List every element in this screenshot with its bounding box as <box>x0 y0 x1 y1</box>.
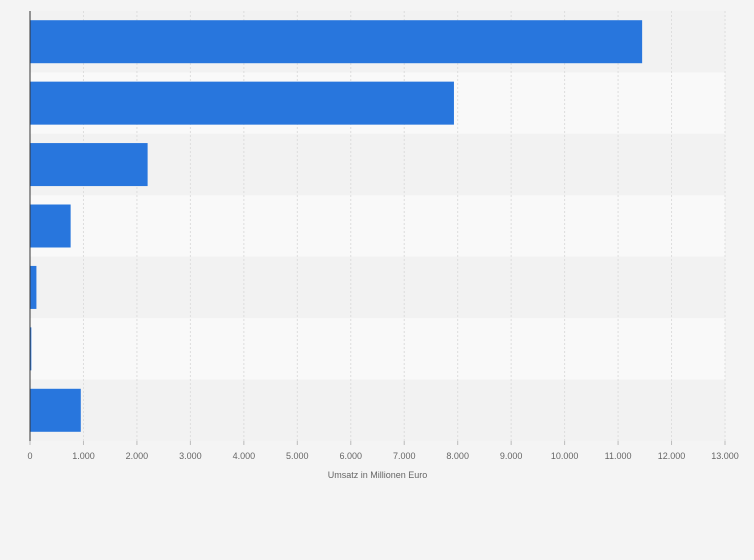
tick-label: 3.000 <box>179 451 202 461</box>
bar <box>30 20 643 64</box>
bar <box>30 204 71 248</box>
tick-label: 4.000 <box>233 451 256 461</box>
tick-label: 13.000 <box>711 451 739 461</box>
tick-label: 1.000 <box>72 451 95 461</box>
bar <box>30 388 81 432</box>
row-band <box>30 195 725 257</box>
row-band <box>30 318 725 380</box>
tick-label: 0 <box>27 451 32 461</box>
tick-label: 8.000 <box>446 451 469 461</box>
tick-label: 5.000 <box>286 451 309 461</box>
bar <box>30 143 148 187</box>
tick-label: 7.000 <box>393 451 416 461</box>
row-band <box>30 256 725 319</box>
x-axis-title: Umsatz in Millionen Euro <box>328 470 428 480</box>
tick-label: 10.000 <box>551 451 579 461</box>
row-band <box>30 379 725 441</box>
bars <box>30 20 643 432</box>
x-axis-ticks: 0 1.000 2.000 3.000 4.000 5.000 6.000 7.000 8.00… <box>27 441 739 461</box>
tick-label: 11.000 <box>605 451 632 461</box>
bar <box>30 327 32 371</box>
tick-label: 2.000 <box>126 451 149 461</box>
tick-label: 12.000 <box>658 451 686 461</box>
row-bands <box>30 11 725 441</box>
bar <box>30 81 454 125</box>
tick-label: 9.000 <box>500 451 523 461</box>
bar <box>30 265 37 309</box>
tick-label: 6.000 <box>340 451 363 461</box>
